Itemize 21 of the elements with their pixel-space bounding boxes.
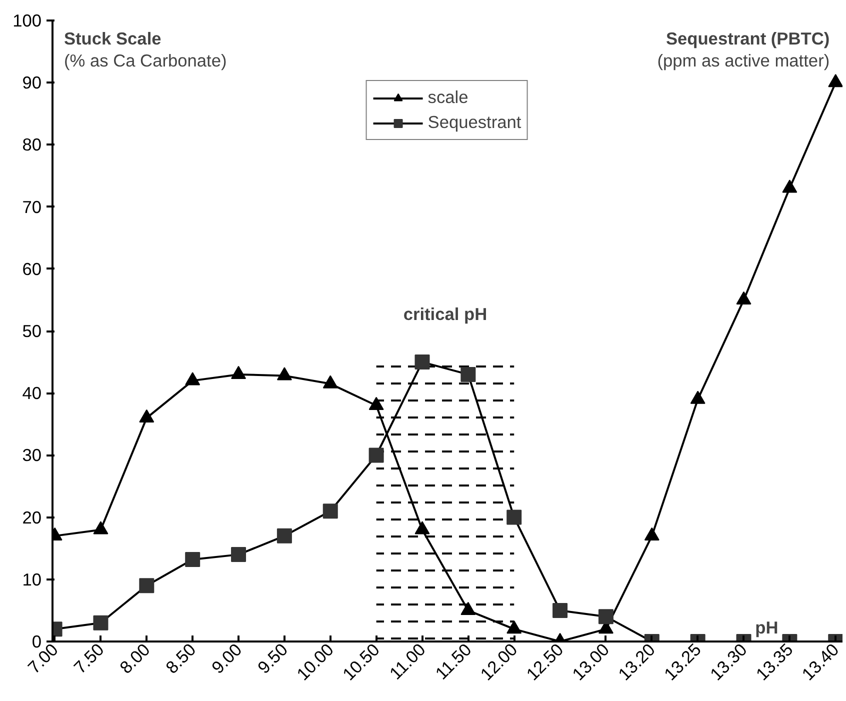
- y-tick-label: 90: [22, 72, 42, 93]
- x-tick-label: 9.00: [208, 639, 246, 678]
- legend-label: scale: [428, 87, 468, 108]
- y-tick-label: 10: [22, 569, 42, 590]
- band-label: critical pH: [403, 304, 488, 324]
- y-tick-label: 100: [12, 10, 42, 30]
- y-tick-label: 40: [22, 383, 42, 404]
- x-axis-title: pH: [755, 618, 778, 638]
- x-tick-label: 9.50: [254, 639, 292, 678]
- y-tick-label: 50: [22, 321, 42, 341]
- x-tick-label: 7.50: [70, 639, 108, 678]
- legend-label: Sequestrant: [428, 112, 522, 133]
- y-tick-label: 30: [22, 445, 42, 466]
- y-tick-label: 20: [22, 507, 42, 528]
- x-tick-label: 8.50: [162, 639, 200, 678]
- annotation: Stuck Scale (% as Ca Carbonate): [64, 28, 227, 70]
- y-tick-label: 60: [22, 258, 42, 279]
- y-tick-label: 80: [22, 134, 42, 155]
- y-tick-label: 70: [22, 196, 42, 217]
- annotation: Sequestrant (PBTC) (ppm as active matter): [657, 28, 830, 70]
- x-tick-label: 8.00: [116, 639, 154, 678]
